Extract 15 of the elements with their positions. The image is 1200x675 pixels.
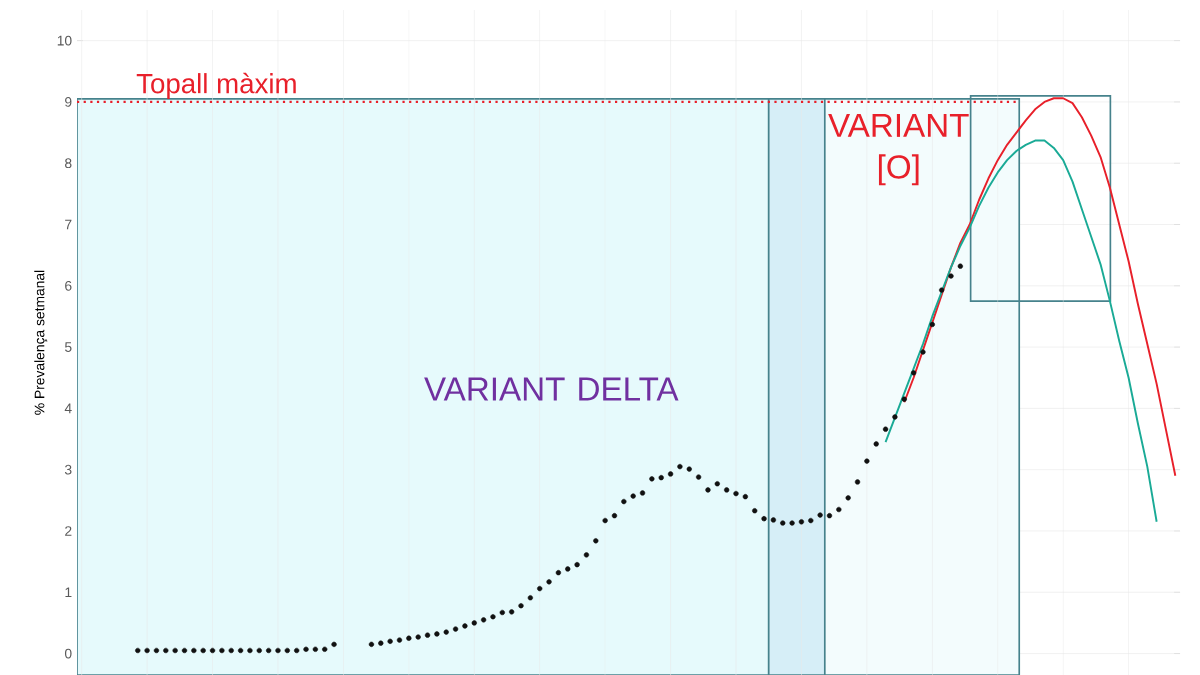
y-tick-label: 6 (65, 280, 72, 291)
y-axis-title: % Prevalença setmanal (34, 270, 48, 415)
annotation: VARIANT DELTA (424, 377, 679, 401)
y-tick-label: 10 (57, 35, 72, 46)
y-tick-label: 8 (65, 158, 72, 169)
y-tick-label: 0 (64, 648, 72, 659)
y-tick-label: 7 (65, 219, 72, 230)
y-tick-label: 9 (65, 97, 72, 107)
y-tick-label: 3 (64, 464, 72, 475)
y-tick-label: 1 (65, 587, 72, 598)
annotation: VARIANT [O] (828, 114, 969, 186)
ref-line-label: Topall màxim (136, 72, 296, 99)
y-tick-label: 4 (64, 403, 72, 414)
y-tick-label: 5 (64, 342, 72, 352)
y-tick-label: 2 (65, 526, 72, 536)
